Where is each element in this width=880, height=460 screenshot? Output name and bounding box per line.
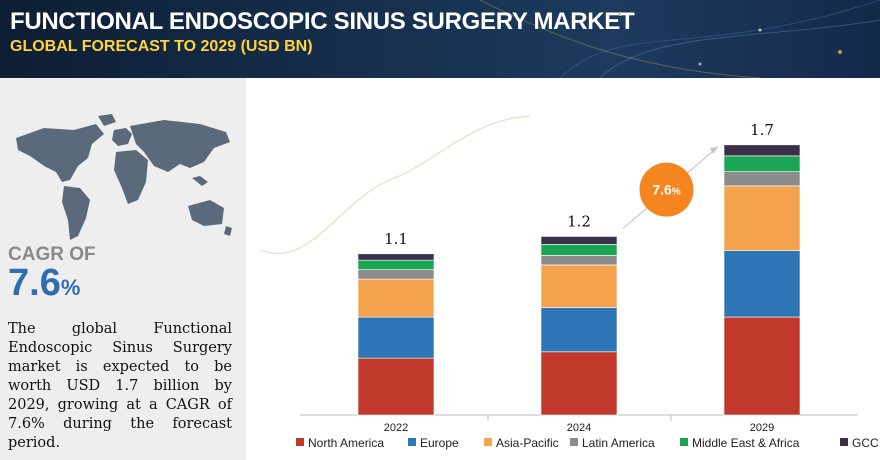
stacked-bar-chart: 1.1 2022 1.2 2024 1.7 2029 7.6% North America E…: [259, 115, 878, 450]
x-tick-label: 2029: [750, 422, 774, 434]
bar-segment-europe-2022: [357, 316, 435, 359]
x-tick-label: 2024: [567, 422, 591, 434]
legend-label: Europe: [420, 436, 459, 450]
bar-total-label: 1.7: [750, 121, 774, 139]
decorative-swoosh: [259, 115, 531, 255]
x-tick-label: 2022: [384, 422, 408, 434]
bar-segment-asia-pacific-2022: [357, 278, 435, 318]
bar-segment-latin-america-2029: [723, 171, 801, 187]
bar-segment-north-america-2022: [357, 357, 435, 416]
legend-swatch: [408, 438, 416, 446]
cagr-unit: %: [60, 275, 81, 300]
bar-segment-north-america-2029: [723, 316, 801, 416]
bar-segment-latin-america-2024: [540, 255, 618, 266]
bar-segment-gcc-2029: [723, 144, 801, 157]
legend-label: Middle East & Africa: [692, 436, 800, 450]
legend-swatch: [680, 438, 688, 446]
left-panel: CAGR OF 7.6% The global Functional Endos…: [0, 78, 246, 460]
bar-total-label: 1.1: [384, 230, 408, 248]
legend-swatch: [840, 438, 848, 446]
bar-segment-north-america-2024: [540, 351, 618, 416]
bar-segment-middle-east-africa-2029: [723, 155, 801, 172]
bar-segment-latin-america-2022: [357, 269, 435, 280]
bar-segment-middle-east-africa-2022: [357, 259, 435, 270]
legend-swatch: [296, 438, 304, 446]
bar-segment-gcc-2022: [357, 253, 435, 261]
cagr-label: CAGR OF: [8, 244, 96, 265]
bar-segment-asia-pacific-2024: [540, 264, 618, 308]
bar-segment-gcc-2024: [540, 236, 618, 245]
market-description: The global Functional Endoscopic Sinus S…: [8, 321, 232, 451]
growth-arrow-head: [710, 146, 718, 154]
page-subtitle: GLOBAL FORECAST TO 2029 (USD BN): [10, 38, 313, 55]
legend-label: GCC: [852, 436, 878, 450]
header-background-graphic: [479, 0, 880, 78]
world-map-icon: [16, 114, 232, 240]
cagr-badge-text: 7.6%: [652, 182, 680, 198]
legend-swatch: [570, 438, 578, 446]
bar-segment-asia-pacific-2029: [723, 185, 801, 251]
header-banner: FUNCTIONAL ENDOSCOPIC SINUS SURGERY MARK…: [0, 0, 880, 78]
bar-segment-europe-2024: [540, 307, 618, 353]
cagr-badge: [639, 162, 694, 217]
bar-segment-europe-2029: [723, 250, 801, 318]
page-title: FUNCTIONAL ENDOSCOPIC SINUS SURGERY MARK…: [10, 8, 635, 35]
legend-label: North America: [308, 436, 384, 450]
cagr-value: 7.6%: [8, 262, 80, 305]
legend-label: Latin America: [582, 436, 655, 450]
legend-swatch: [484, 438, 492, 446]
bar-total-label: 1.2: [567, 212, 591, 230]
legend-label: Asia-Pacific: [496, 436, 559, 450]
cagr-number: 7.6: [8, 262, 61, 304]
bar-segment-middle-east-africa-2024: [540, 244, 618, 256]
